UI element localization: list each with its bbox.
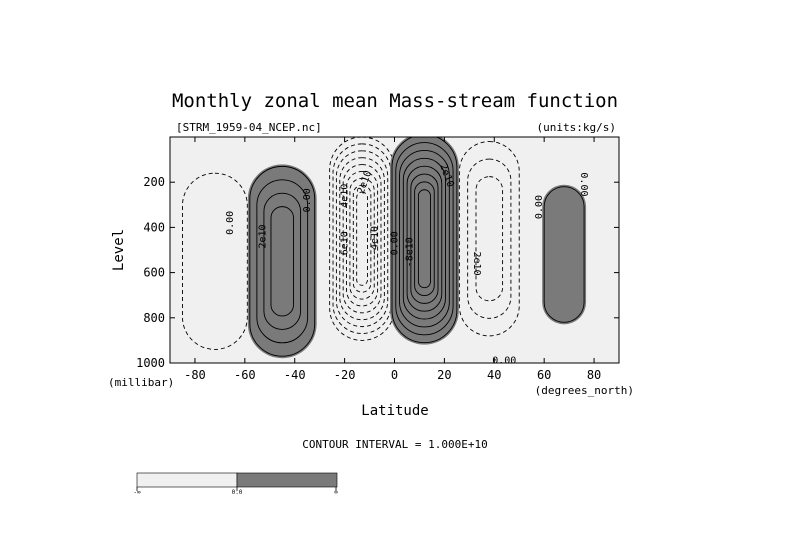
x-tick-label: 40 bbox=[487, 368, 501, 382]
contour-line bbox=[346, 170, 379, 307]
x-tick-label: 60 bbox=[537, 368, 551, 382]
contour-cell bbox=[247, 164, 317, 359]
colorbar-label-zero: 0.0 bbox=[232, 489, 243, 496]
contour-label: 0.00 bbox=[534, 195, 545, 219]
x-units: (degrees_north) bbox=[535, 384, 634, 397]
y-tick-label: 800 bbox=[143, 311, 165, 325]
units-label: (units:kg/s) bbox=[537, 121, 616, 134]
y-tick-label: 600 bbox=[143, 266, 165, 280]
y-units: (millibar) bbox=[108, 376, 174, 389]
axes: -80 -60 -40 -20 0 20 40 60 80 200 400 600 800 1000 bbox=[136, 137, 619, 382]
contour-line bbox=[335, 150, 389, 328]
contour-line bbox=[263, 192, 302, 330]
contour-cell bbox=[390, 137, 459, 345]
contour-line bbox=[256, 179, 309, 344]
y-axis-label: Level bbox=[111, 229, 127, 271]
contour-label: 0.00 bbox=[492, 356, 516, 367]
contour-label: 0.00 bbox=[390, 231, 401, 255]
contour-line bbox=[417, 189, 431, 289]
contour-label: 2e10 bbox=[471, 252, 482, 276]
contour-line bbox=[249, 165, 316, 357]
contour-interval: CONTOUR INTERVAL = 1.000E+10 bbox=[302, 438, 487, 451]
contour-label: -4e10 bbox=[370, 226, 381, 256]
cells-layer bbox=[182, 137, 587, 359]
contour-line bbox=[270, 206, 294, 317]
x-tick-label: 0 bbox=[391, 368, 398, 382]
plot-area bbox=[170, 137, 619, 363]
contour-line bbox=[475, 176, 504, 302]
contour-cell bbox=[542, 184, 587, 325]
contour-cell bbox=[458, 141, 520, 337]
contour-line bbox=[352, 184, 372, 293]
contour-line bbox=[342, 164, 382, 314]
contour-line bbox=[410, 173, 439, 304]
x-tick-label: -40 bbox=[284, 368, 306, 382]
x-tick-label: -60 bbox=[234, 368, 256, 382]
x-tick-label: -80 bbox=[184, 368, 206, 382]
contour-line bbox=[332, 143, 392, 334]
colorbar-label-min: -∞ bbox=[133, 489, 141, 496]
contour-line bbox=[402, 157, 446, 320]
contour-line bbox=[458, 141, 520, 337]
chart-title: Monthly zonal mean Mass-stream function bbox=[172, 90, 618, 112]
contour-label: -8e10 bbox=[404, 237, 415, 267]
contour-cell bbox=[182, 172, 248, 350]
colorbar: -∞ 0.0 ∞ bbox=[133, 472, 338, 496]
contour-cell bbox=[329, 137, 395, 341]
contour-label: 2e10 bbox=[257, 224, 268, 248]
x-axis-label: Latitude bbox=[361, 403, 428, 419]
contour-line bbox=[543, 186, 585, 323]
contour-line bbox=[356, 191, 368, 286]
contour-label: 0.00 bbox=[578, 172, 589, 196]
contour-line bbox=[467, 158, 512, 319]
colorbar-label-max: ∞ bbox=[334, 489, 338, 496]
contour-line bbox=[391, 137, 458, 344]
file-label: [STRM_1959-04_NCEP.nc] bbox=[176, 121, 322, 134]
x-tick-label: 80 bbox=[587, 368, 601, 382]
colorbar-negative bbox=[136, 472, 238, 488]
contour-label: 0.00 bbox=[225, 211, 236, 235]
contour-label: 0.00 bbox=[302, 188, 313, 212]
positive-region bbox=[247, 164, 317, 359]
contour-line bbox=[395, 142, 454, 336]
contour-line bbox=[406, 165, 443, 312]
y-tick-label: 200 bbox=[143, 175, 165, 189]
contour-line bbox=[339, 157, 385, 321]
contour-line bbox=[399, 150, 450, 328]
contour-line bbox=[182, 172, 248, 350]
colorbar-positive bbox=[236, 472, 338, 488]
x-tick-label: 20 bbox=[437, 368, 451, 382]
y-tick-label: 400 bbox=[143, 220, 165, 234]
contour-label: 4e10 bbox=[340, 184, 351, 208]
positive-region bbox=[542, 184, 587, 325]
contour-label: 6e10 bbox=[340, 231, 351, 255]
contour-line bbox=[349, 177, 375, 300]
x-tick-label: -20 bbox=[334, 368, 356, 382]
contour-line bbox=[414, 181, 435, 296]
y-tick-label: 1000 bbox=[136, 356, 165, 370]
